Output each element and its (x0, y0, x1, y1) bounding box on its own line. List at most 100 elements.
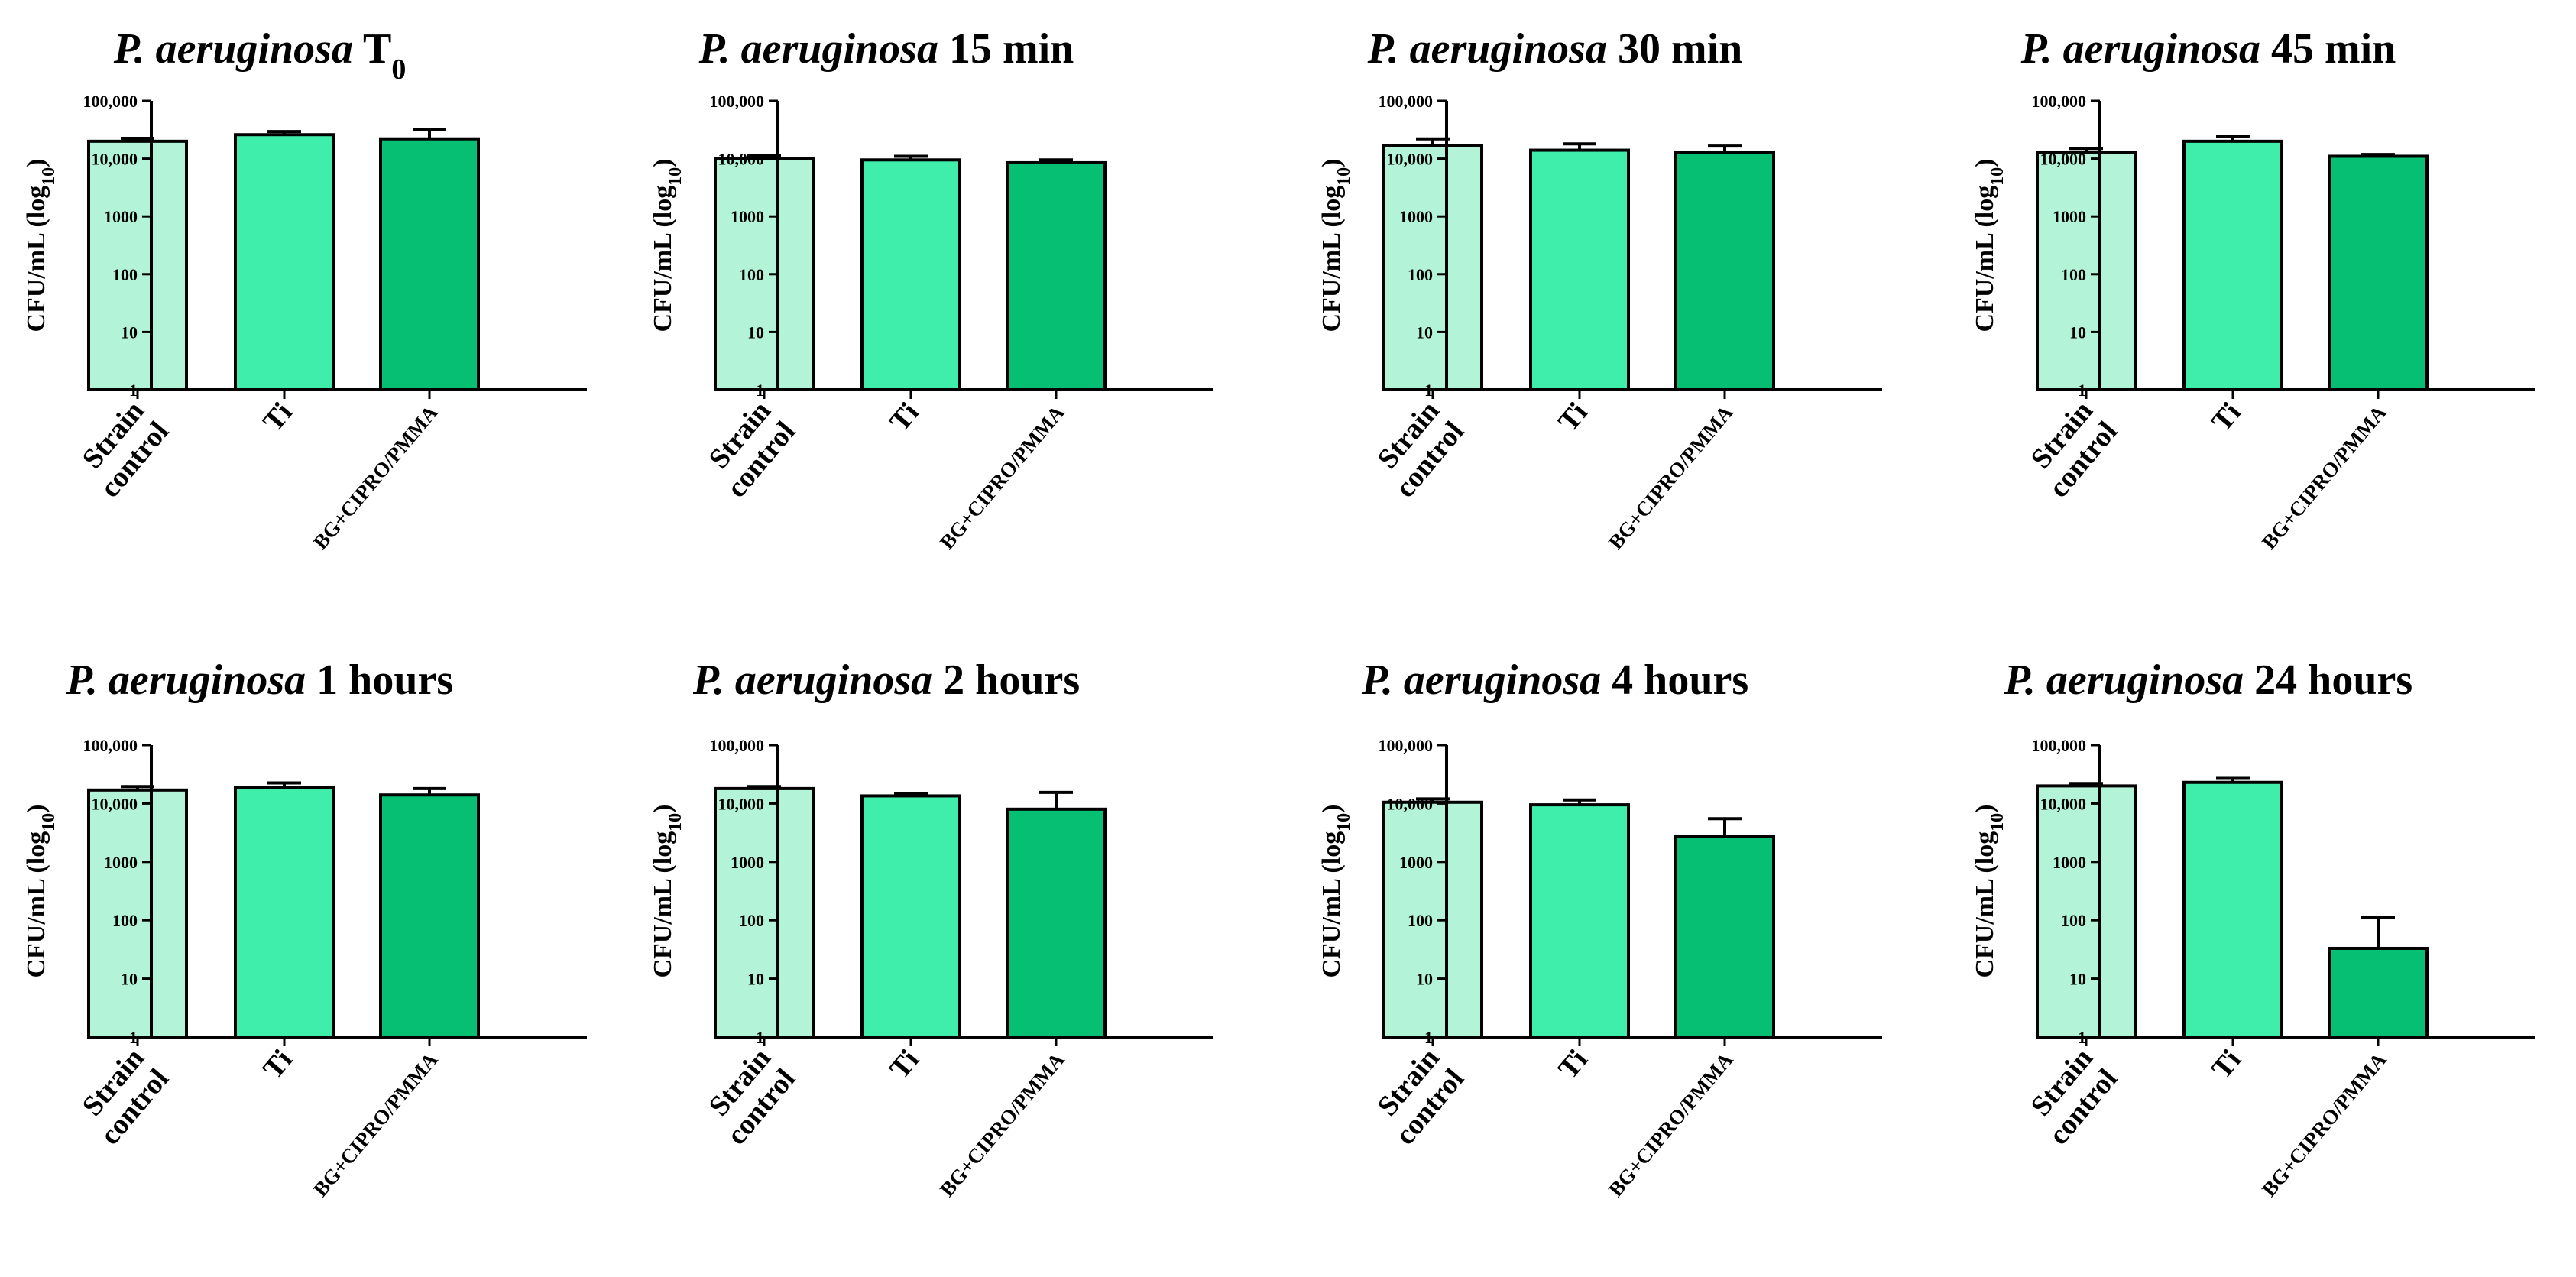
chart-title: P. aeruginosa 1 hours (66, 656, 453, 704)
y-axis-label-sub: 10 (1988, 813, 2007, 831)
y-tick-label: 10 (2069, 322, 2086, 342)
chart-title-time: 1 hours (306, 656, 453, 704)
chart-title: P. aeruginosa 24 hours (2004, 656, 2412, 704)
x-category-label: BG+CIPRO/PMMA (935, 400, 1069, 553)
y-tick-label: 10 (747, 322, 764, 342)
chart-title-time: 45 min (2260, 25, 2396, 73)
bar-2 (1529, 148, 1630, 391)
bar-3 (1674, 150, 1775, 392)
chart-title-organism: P. aeruginosa (113, 25, 353, 73)
bar-3 (379, 137, 480, 391)
x-category-label: Ti (883, 1044, 925, 1085)
x-category-label: Straincontrol (696, 1042, 802, 1151)
chart-title-organism: P. aeruginosa (66, 656, 306, 704)
bar-1 (1382, 800, 1483, 1039)
chart-title-time: 30 min (1607, 25, 1742, 73)
x-category-label: Straincontrol (2018, 1042, 2124, 1151)
y-tick-label: 100,000 (710, 736, 765, 755)
x-category-label: BG+CIPRO/PMMA (309, 1048, 442, 1201)
y-tick-label: 10 (121, 322, 138, 342)
y-tick-label: 10 (747, 970, 764, 989)
bar-3 (1006, 807, 1107, 1039)
bar-3 (379, 793, 480, 1039)
y-axis-label-sub: 10 (39, 813, 59, 831)
bar-3 (1674, 835, 1775, 1039)
y-tick-label: 1000 (104, 207, 138, 226)
y-tick-label: 1 (2078, 1028, 2086, 1047)
y-axis-label-main: CFU/mL (log (22, 831, 50, 978)
chart-title-time: 15 min (938, 25, 1074, 73)
y-tick-label: 10,000 (92, 794, 138, 813)
chart-title: P. aeruginosa 4 hours (1361, 656, 1748, 704)
x-category-label: Straincontrol (70, 395, 176, 504)
chart-title: P. aeruginosa 15 min (698, 25, 1074, 73)
y-axis-label-main: CFU/mL (log (22, 186, 50, 332)
y-tick-label: 100,000 (1379, 736, 1434, 755)
y-axis-label-sub: 10 (666, 813, 685, 831)
x-category-label: Straincontrol (1365, 395, 1471, 504)
bar-1 (2036, 784, 2137, 1039)
y-axis-label-sub: 10 (1334, 813, 1354, 831)
y-axis-label-main: CFU/mL (log (1317, 186, 1346, 332)
chart-title-organism: P. aeruginosa (692, 656, 932, 704)
y-axis-label-close: ) (22, 158, 50, 167)
bar-3 (2328, 154, 2429, 392)
y-tick-label: 1 (2078, 381, 2086, 400)
bar-1 (87, 788, 188, 1039)
y-tick-label: 100 (739, 911, 764, 930)
bar-2 (2182, 780, 2283, 1039)
chart-title-subscript: 0 (391, 53, 406, 86)
y-tick-label: 1000 (104, 853, 138, 872)
y-tick-label: 10,000 (718, 150, 765, 169)
x-category-label: Straincontrol (70, 1042, 176, 1151)
y-axis-label: CFU/mL (log10) (22, 158, 59, 332)
y-tick-label: 100,000 (1379, 92, 1434, 111)
y-tick-label: 10,000 (718, 794, 765, 813)
y-axis-label-main: CFU/mL (log (1971, 186, 1999, 332)
y-tick-label: 100 (112, 911, 138, 930)
y-tick-label: 100 (2061, 911, 2086, 930)
y-axis-label-close: ) (1971, 804, 1999, 812)
y-tick-label: 10 (121, 970, 138, 989)
y-axis-label: CFU/mL (log10) (649, 804, 685, 977)
y-tick-label: 1 (1424, 381, 1433, 400)
y-axis-label-main: CFU/mL (log (649, 831, 677, 978)
x-category-label: Ti (1552, 397, 1594, 438)
y-tick-label: 100,000 (2032, 92, 2087, 111)
y-tick-label: 100 (739, 265, 764, 284)
chart-title-organism: P. aeruginosa (2020, 25, 2260, 73)
y-axis-label-sub: 10 (666, 167, 685, 186)
y-axis-label-sub: 10 (1988, 167, 2007, 186)
chart-title-time: 4 hours (1601, 656, 1748, 704)
y-tick-label: 100,000 (2032, 736, 2087, 755)
y-axis-label-sub: 10 (1334, 167, 1354, 186)
bar-2 (860, 158, 961, 391)
chart-title-organism: P. aeruginosa (1367, 25, 1607, 73)
y-tick-label: 1 (756, 1028, 764, 1047)
x-category-label: Straincontrol (1365, 1042, 1471, 1151)
y-axis-label-close: ) (649, 804, 677, 812)
y-axis-label-sub: 10 (39, 167, 59, 186)
y-tick-label: 100 (112, 265, 138, 284)
bar-1 (2036, 150, 2137, 392)
y-tick-label: 1 (129, 381, 138, 400)
x-category-label: BG+CIPRO/PMMA (935, 1048, 1069, 1201)
x-category-label: Ti (257, 397, 299, 438)
bar-1 (714, 786, 815, 1039)
chart-title: P. aeruginosa 2 hours (692, 656, 1080, 704)
y-tick-label: 100 (1408, 911, 1433, 930)
y-axis-label-close: ) (1971, 158, 1999, 167)
bar-1 (1382, 144, 1483, 391)
bar-2 (2182, 139, 2283, 391)
y-tick-label: 1 (1424, 1028, 1433, 1047)
y-tick-label: 10 (1416, 322, 1433, 342)
y-tick-label: 10,000 (1387, 150, 1434, 169)
chart-title-time: 24 hours (2244, 656, 2412, 704)
y-tick-label: 100,000 (83, 736, 138, 755)
chart-title-time: 2 hours (932, 656, 1080, 704)
y-axis-label: CFU/mL (log10) (1317, 158, 1354, 332)
